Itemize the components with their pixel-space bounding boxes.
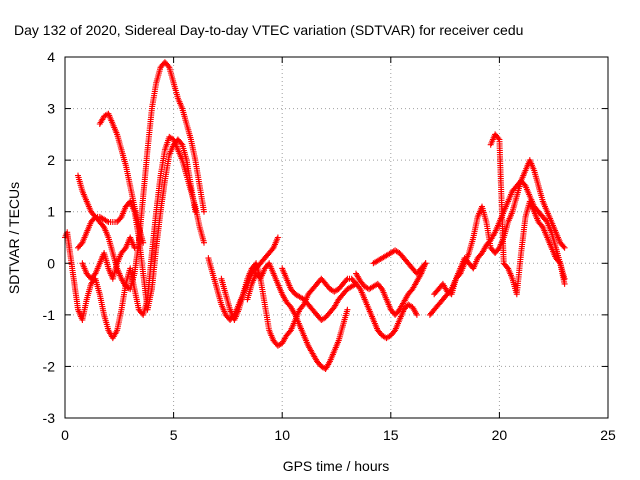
y-tick-label: -3 [43, 410, 56, 426]
data-point [421, 261, 428, 268]
data-point [344, 306, 351, 313]
data-point [495, 135, 502, 142]
data-point [131, 244, 138, 251]
data-point [104, 218, 110, 225]
x-tick-label: 0 [61, 427, 69, 443]
y-tick-label: 0 [47, 255, 55, 271]
data-point [274, 234, 281, 241]
y-tick-label: 3 [47, 101, 55, 117]
series-track-f [205, 234, 281, 323]
series-track-b [75, 59, 207, 293]
series-track-k [370, 247, 429, 277]
data-point [560, 243, 567, 250]
data-point [561, 280, 568, 287]
data-point [413, 311, 420, 318]
series-track-c [75, 136, 199, 313]
series-track-d [96, 110, 147, 246]
x-tick-label: 20 [492, 427, 508, 443]
series-track-m [431, 177, 568, 298]
y-axis-label: SDTVAR / TECUs [6, 182, 22, 294]
data-point [343, 277, 350, 283]
data-points [62, 59, 568, 372]
y-tick-label: 2 [47, 152, 55, 168]
x-tick-label: 25 [600, 427, 616, 443]
y-tick-label: 4 [47, 49, 55, 65]
series-track-h [244, 260, 351, 372]
y-tick-label: -1 [43, 307, 56, 323]
x-axis-label: GPS time / hours [283, 458, 390, 474]
y-tick-label: -2 [43, 358, 56, 374]
series-track-i [279, 265, 420, 342]
grid-lines [65, 57, 608, 418]
x-tick-label: 5 [170, 427, 178, 443]
data-point [165, 63, 172, 69]
plot-frame [64, 56, 609, 419]
x-tick-label: 10 [274, 427, 290, 443]
data-point [140, 239, 147, 246]
x-tick-label: 15 [383, 427, 399, 443]
series-track-a [62, 133, 207, 342]
data-point [201, 239, 207, 246]
data-point [201, 208, 207, 215]
series-track-n [487, 131, 568, 298]
chart-title: Day 132 of 2020, Sidereal Day-to-day VTE… [14, 22, 523, 38]
x-tick-labels: 0 5 10 15 20 25 [61, 427, 616, 443]
data-point [556, 259, 563, 265]
axis-ticks [64, 56, 609, 419]
data-point [178, 140, 185, 147]
series-track-e [79, 234, 138, 282]
y-tick-label: 1 [47, 204, 55, 220]
data-point [192, 208, 199, 215]
data-point [91, 215, 98, 222]
data-point [561, 244, 568, 251]
y-tick-labels: -3 -2 -1 0 1 2 3 4 [43, 49, 56, 426]
series-track-g [218, 260, 359, 349]
data-point [422, 260, 429, 267]
